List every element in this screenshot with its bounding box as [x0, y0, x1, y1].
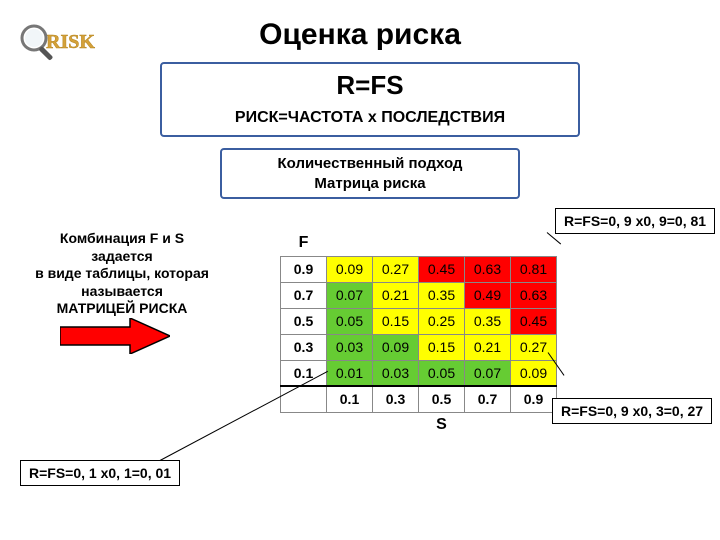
callout-bottom: R=FS=0, 1 x0, 1=0, 01 [20, 460, 180, 486]
callout-mid: R=FS=0, 9 x0, 3=0, 27 [552, 398, 712, 424]
side-text: Комбинация F и S задается в виде таблицы… [12, 230, 232, 318]
approach-box: Количественный подход Матрица риска [220, 148, 520, 199]
formula-sub: РИСК=ЧАСТОТА х ПОСЛЕДСТВИЯ [172, 109, 568, 127]
callout-top: R=FS=0, 9 x0, 9=0, 81 [555, 208, 715, 234]
formula-box: R=FS РИСК=ЧАСТОТА х ПОСЛЕДСТВИЯ [160, 62, 580, 137]
risk-matrix: F0.90.090.270.450.630.810.70.070.210.350… [280, 230, 557, 438]
approach-line1: Количественный подход [230, 154, 510, 174]
page-title: Оценка риска [0, 18, 720, 52]
formula-main: R=FS [172, 70, 568, 101]
red-arrow-icon [60, 318, 170, 354]
approach-line2: Матрица риска [230, 174, 510, 194]
